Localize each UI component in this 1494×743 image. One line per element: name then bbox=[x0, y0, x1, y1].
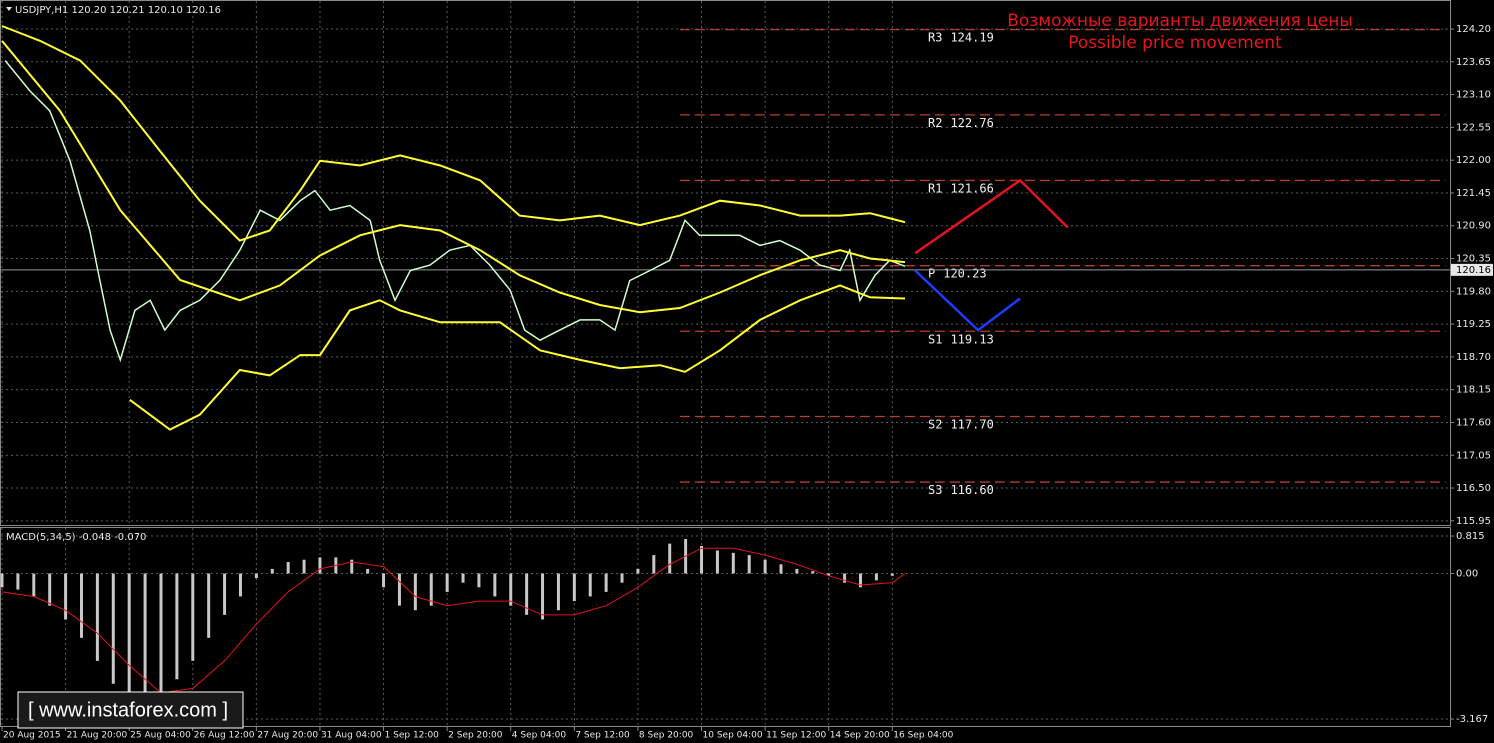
y-tick-label: -3.167 bbox=[1456, 714, 1488, 725]
x-tick-label: 2 Sep 20:00 bbox=[448, 731, 503, 741]
watermark: [ www.instaforex.com ] bbox=[28, 699, 228, 721]
x-tick-label: 11 Sep 12:00 bbox=[766, 731, 826, 741]
pivot-label: R3 124.19 bbox=[928, 30, 994, 44]
pivot-name: R3 bbox=[928, 30, 942, 44]
pivot-name: R1 bbox=[928, 181, 942, 195]
x-tick-label: 31 Aug 04:00 bbox=[321, 731, 382, 741]
x-tick-label: 26 Aug 12:00 bbox=[194, 731, 255, 741]
pivot-label: S1 119.13 bbox=[928, 332, 994, 346]
x-tick-label: 8 Sep 20:00 bbox=[639, 731, 694, 741]
pivot-label: S3 116.60 bbox=[928, 483, 994, 497]
pivot-name: R2 bbox=[928, 115, 942, 129]
y-tick-label: 119.25 bbox=[1456, 319, 1491, 330]
line-series bbox=[1, 547, 906, 694]
line-series bbox=[129, 284, 906, 431]
line-series bbox=[4, 60, 906, 363]
pivot-value: 122.76 bbox=[950, 115, 993, 129]
pivot-label: P 120.23 bbox=[928, 266, 987, 280]
pivot-name: S1 bbox=[928, 332, 942, 346]
x-tick-label: 14 Sep 20:00 bbox=[830, 731, 890, 741]
chart-header: USDJPY,H1 120.20 120.21 120.10 120.16 bbox=[15, 5, 221, 16]
y-tick-label: 116.50 bbox=[1456, 483, 1491, 494]
y-tick-label: 123.10 bbox=[1456, 90, 1491, 101]
y-tick-label: 118.15 bbox=[1456, 385, 1491, 396]
y-tick-label: 0.815 bbox=[1456, 531, 1485, 542]
x-tick-label: 4 Sep 04:00 bbox=[512, 731, 567, 741]
pivot-label: R1 121.66 bbox=[928, 181, 994, 195]
main-panel-frame bbox=[0, 0, 1451, 526]
x-tick-label: 16 Sep 04:00 bbox=[893, 731, 953, 741]
y-tick-label: 0.00 bbox=[1456, 568, 1478, 579]
pivot-value: 124.19 bbox=[950, 30, 993, 44]
watermark-box bbox=[17, 691, 244, 729]
x-tick-label: 20 Aug 2015 bbox=[3, 731, 61, 741]
last-price-box bbox=[1451, 263, 1493, 276]
macd-label: MACD(5,34,5) -0.048 -0.070 bbox=[6, 532, 146, 543]
x-tick-label: 27 Aug 20:00 bbox=[257, 731, 318, 741]
chart-title: Возможные варианты движения цены bbox=[1007, 11, 1353, 31]
pivot-name: S3 bbox=[928, 483, 942, 497]
y-tick-label: 122.00 bbox=[1456, 155, 1491, 166]
y-tick-label: 121.45 bbox=[1456, 188, 1491, 199]
macd-panel-frame bbox=[0, 527, 1451, 727]
pivot-label: R2 122.76 bbox=[928, 115, 994, 129]
line-series bbox=[1, 40, 906, 314]
pivot-label: S2 117.70 bbox=[928, 417, 994, 431]
y-tick-label: 120.90 bbox=[1456, 221, 1491, 232]
pivot-value: 121.66 bbox=[950, 181, 993, 195]
pivot-name: S2 bbox=[928, 417, 942, 431]
y-tick-label: 124.20 bbox=[1456, 24, 1491, 35]
pivot-value: 120.23 bbox=[943, 266, 986, 280]
x-tick-label: 10 Sep 04:00 bbox=[703, 731, 763, 741]
last-price-label: 120.16 bbox=[1456, 265, 1491, 276]
y-tick-label: 117.60 bbox=[1456, 417, 1491, 428]
y-tick-label: 115.95 bbox=[1456, 516, 1491, 527]
pivot-value: 117.70 bbox=[950, 417, 993, 431]
line-series bbox=[1, 25, 906, 242]
pivot-name: P bbox=[928, 266, 935, 280]
y-tick-label: 122.55 bbox=[1456, 122, 1491, 133]
y-tick-label: 123.65 bbox=[1456, 57, 1491, 68]
chart-subtitle: Possible price movement bbox=[1068, 33, 1282, 53]
x-tick-label: 7 Sep 12:00 bbox=[575, 731, 630, 741]
x-tick-label: 1 Sep 12:00 bbox=[385, 731, 440, 741]
y-tick-label: 118.70 bbox=[1456, 352, 1491, 363]
x-tick-label: 21 Aug 20:00 bbox=[67, 731, 128, 741]
pivot-value: 116.60 bbox=[950, 483, 993, 497]
y-tick-label: 119.80 bbox=[1456, 286, 1491, 297]
x-tick-label: 25 Aug 04:00 bbox=[130, 731, 191, 741]
line-series bbox=[914, 178, 1069, 255]
y-tick-label: 120.35 bbox=[1456, 254, 1491, 265]
pivot-value: 119.13 bbox=[950, 332, 993, 346]
line-series bbox=[914, 269, 1021, 332]
y-tick-label: 117.05 bbox=[1456, 450, 1491, 461]
symbol-marker bbox=[6, 7, 12, 11]
